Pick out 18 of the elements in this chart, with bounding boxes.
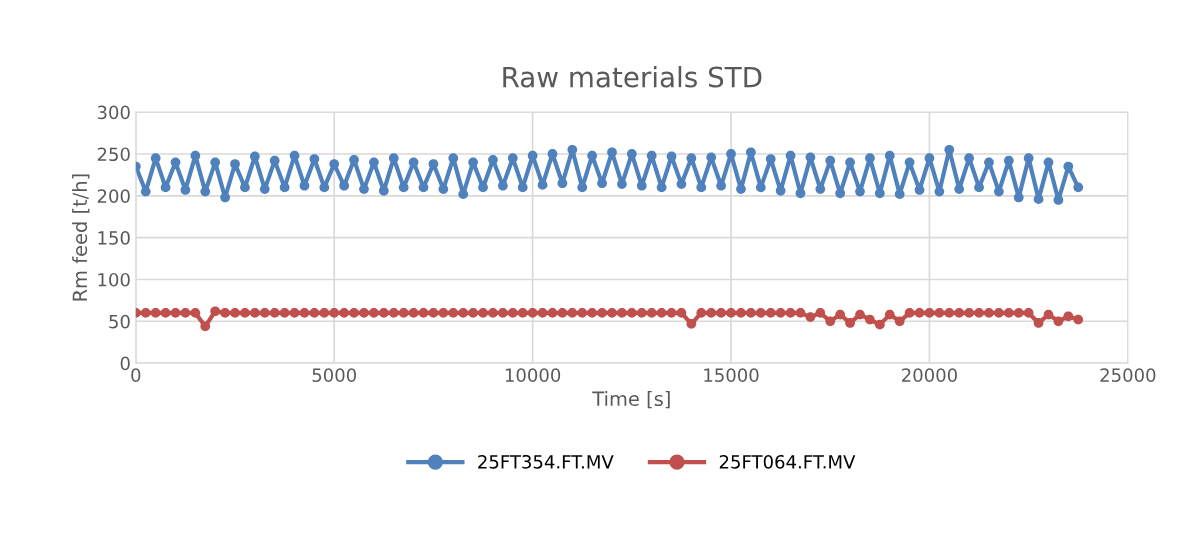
y-tick-label: 0: [120, 356, 130, 371]
x-tick-label: 5000: [312, 368, 356, 382]
y-tick-label: 50: [109, 314, 130, 329]
chart-title: Raw materials STD: [503, 66, 762, 88]
x-tick-label: 10000: [505, 368, 561, 382]
x-tick-label: 25000: [1100, 368, 1156, 382]
y-tick-label: 250: [97, 147, 130, 162]
x-tick-label: 0: [131, 368, 141, 382]
x-tick-label: 20000: [902, 368, 957, 382]
x-tick-label: 15000: [704, 368, 759, 382]
y-tick-label: 200: [97, 189, 130, 203]
legend-label: 25FT064.FT.MV: [719, 454, 856, 469]
legend-label: 25FT354.FT.MV: [478, 454, 614, 469]
x-axis-title: Time [s]: [592, 391, 670, 409]
y-tick-label: 100: [98, 272, 130, 287]
y-axis-title: Rm feed [t/h]: [72, 174, 90, 301]
y-tick-label: 150: [98, 231, 130, 245]
y-tick-label: 300: [97, 105, 130, 120]
